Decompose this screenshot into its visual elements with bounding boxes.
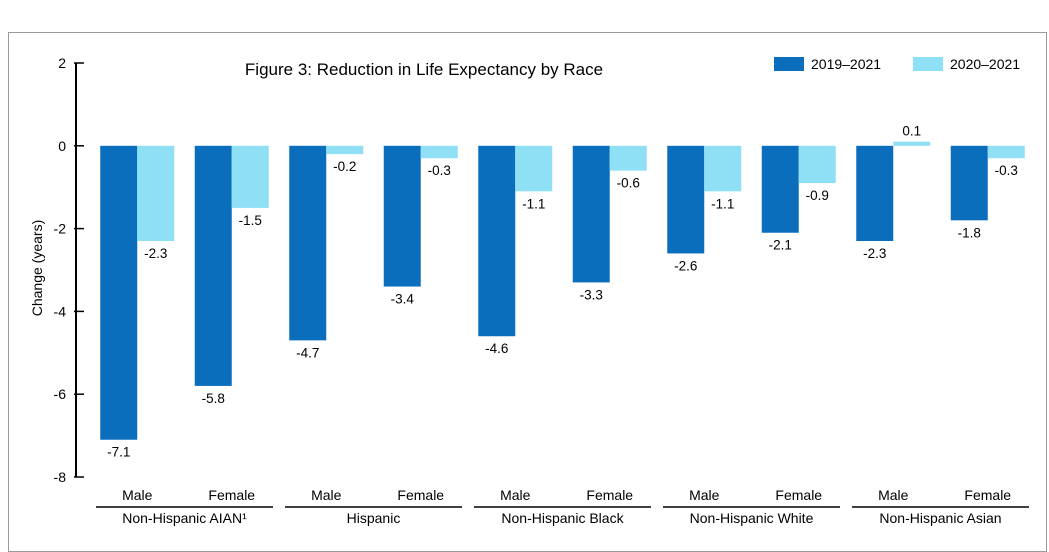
data-label: -4.6: [485, 341, 508, 356]
data-label: -2.1: [769, 238, 792, 253]
legend-entry: 2019–2021: [811, 56, 881, 72]
bar-series1: [478, 145, 516, 337]
y-tick-label: 2: [58, 55, 66, 71]
data-label: -0.6: [617, 176, 640, 191]
chart-title: Figure 3: Reduction in Life Expectancy b…: [245, 60, 603, 79]
data-label: -2.3: [863, 246, 886, 261]
data-label: -1.1: [522, 196, 545, 211]
data-label: -0.3: [995, 163, 1018, 178]
bar-series1: [383, 145, 421, 287]
bar-series1: [950, 145, 988, 221]
bar-chart: Figure 3: Reduction in Life Expectancy b…: [29, 55, 1029, 526]
x-category-label: Female: [208, 487, 255, 503]
bar-series1: [289, 145, 327, 341]
y-axis-label: Change (years): [29, 220, 45, 317]
data-label: -1.1: [711, 196, 734, 211]
bar-series2: [893, 141, 931, 146]
x-group-label: Non-Hispanic White: [690, 510, 814, 526]
bar-series2: [515, 145, 553, 192]
x-group-label: Non-Hispanic Black: [501, 510, 624, 526]
data-labels: -7.1 -2.3 -5.8 -1.5 -4.7 -0.2 -3.4 -0.3 -4.6 -1.1…: [107, 124, 1018, 460]
x-axis-labels: Male Female Non-Hispanic AIAN¹ Male Female Hi…: [96, 487, 1029, 526]
bar-series2: [704, 145, 742, 192]
data-label: -1.5: [239, 213, 262, 228]
x-category-label: Female: [775, 487, 822, 503]
legend-swatch: [774, 57, 804, 71]
bar-series2: [609, 145, 647, 171]
legend-swatch: [913, 57, 943, 71]
bar-series1: [856, 145, 894, 242]
bar-series1: [572, 145, 610, 283]
x-category-label: Male: [878, 487, 909, 503]
y-tick-label: -6: [54, 386, 67, 402]
bar-series1: [194, 145, 232, 386]
x-category-label: Female: [964, 487, 1011, 503]
bar-series2: [326, 145, 364, 155]
x-category-label: Male: [500, 487, 531, 503]
bars: [100, 141, 1025, 440]
data-label: -2.6: [674, 258, 697, 273]
legend-entry: 2020–2021: [950, 56, 1020, 72]
data-label: -3.4: [391, 292, 415, 307]
data-label: -2.3: [144, 246, 167, 261]
bar-series2: [420, 145, 458, 159]
axes: 2 0 -2 -4 -6 -8: [54, 55, 84, 485]
x-group-label: Hispanic: [347, 510, 401, 526]
y-tick-label: 0: [58, 138, 66, 154]
x-category-label: Female: [397, 487, 444, 503]
bar-series2: [231, 145, 269, 208]
bar-series1: [761, 145, 799, 233]
x-category-label: Male: [689, 487, 720, 503]
y-tick-label: -8: [54, 469, 67, 485]
x-group-label: Non-Hispanic Asian: [879, 510, 1001, 526]
chart-frame: [8, 32, 1047, 552]
data-label: 0.1: [902, 124, 921, 139]
x-group-label: Non-Hispanic AIAN¹: [122, 510, 247, 526]
data-label: -7.1: [107, 445, 130, 460]
bar-series2: [987, 145, 1025, 159]
bar-series2: [137, 145, 175, 242]
data-label: -3.3: [580, 287, 603, 302]
bar-series1: [667, 145, 705, 254]
data-label: -0.2: [333, 159, 356, 174]
data-label: -0.3: [428, 163, 451, 178]
x-category-label: Female: [586, 487, 633, 503]
data-label: -5.8: [202, 391, 225, 406]
x-category-label: Male: [311, 487, 342, 503]
legend: 2019–2021 2020–2021: [774, 56, 1020, 72]
data-label: -1.8: [958, 225, 981, 240]
y-tick-label: -4: [54, 303, 67, 319]
data-label: -0.9: [806, 188, 829, 203]
x-category-label: Male: [122, 487, 153, 503]
bar-series2: [798, 145, 836, 184]
bar-series1: [100, 145, 138, 440]
data-label: -4.7: [296, 345, 319, 360]
y-tick-label: -2: [54, 221, 67, 237]
